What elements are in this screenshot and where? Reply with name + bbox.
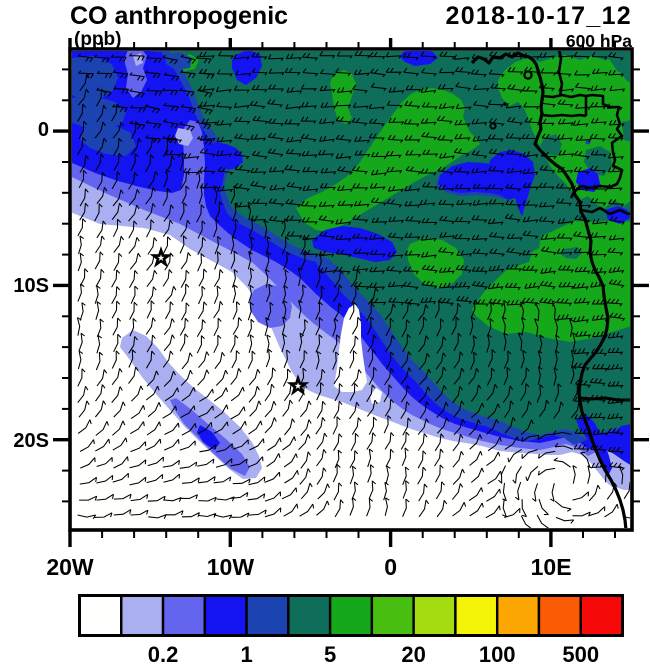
- svg-text:CO anthropogenic: CO anthropogenic: [70, 2, 288, 30]
- svg-text:20S: 20S: [13, 430, 49, 452]
- svg-text:5: 5: [324, 642, 336, 667]
- svg-text:1: 1: [240, 642, 252, 667]
- svg-text:500: 500: [562, 642, 599, 667]
- svg-text:10S: 10S: [13, 275, 49, 297]
- svg-text:0: 0: [384, 554, 397, 580]
- svg-text:100: 100: [479, 642, 516, 667]
- svg-text:600 hPa: 600 hPa: [566, 31, 632, 51]
- svg-text:0.2: 0.2: [148, 642, 179, 667]
- svg-text:20W: 20W: [46, 554, 94, 580]
- svg-text:0: 0: [38, 119, 49, 141]
- svg-text:2018-10-17_12: 2018-10-17_12: [446, 2, 633, 30]
- svg-text:10E: 10E: [531, 554, 572, 580]
- svg-text:20: 20: [401, 642, 425, 667]
- svg-text:10W: 10W: [207, 554, 255, 580]
- svg-text:(ppb): (ppb): [74, 29, 121, 50]
